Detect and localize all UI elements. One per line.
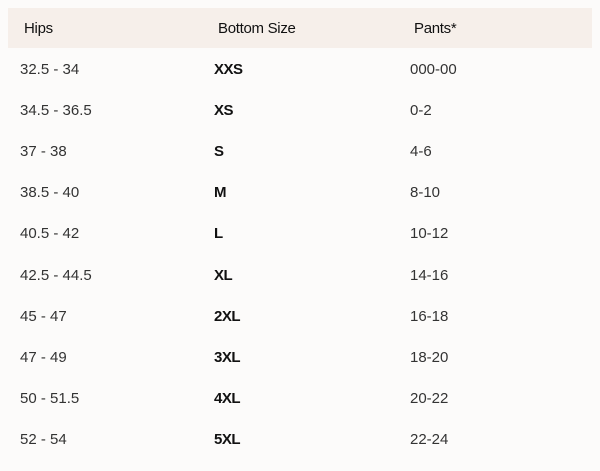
pants-cell: 4-6: [410, 143, 432, 161]
table-row: 50 - 51.5 4XL 20-22: [0, 389, 600, 430]
table-row: 45 - 47 2XL 16-18: [0, 307, 600, 348]
table-row: 42.5 - 44.5 XL 14-16: [0, 266, 600, 307]
table-row: 32.5 - 34 XXS 000-00: [0, 60, 600, 101]
pants-cell: 8-10: [410, 184, 441, 202]
header-pants: Pants*: [414, 20, 457, 37]
hips-cell: 40.5 - 42: [20, 225, 80, 243]
pants-cell: 0-2: [410, 102, 432, 120]
hips-cell: 32.5 - 34: [20, 61, 80, 78]
pants-cell: 10-12: [410, 225, 449, 243]
hips-cell: 34.5 - 36.5: [20, 102, 92, 120]
header-hips: Hips: [24, 20, 53, 37]
table-row: 34.5 - 36.5 XS 0-2: [0, 101, 600, 142]
table-row: 37 - 38 S 4-6: [0, 142, 600, 183]
table-row: 38.5 - 40 M 8-10: [0, 183, 600, 224]
table-row: 47 - 49 3XL 18-20: [0, 348, 600, 389]
pants-cell: 20-22: [410, 389, 449, 407]
bottom-size-cell: 2XL: [214, 307, 241, 325]
bottom-size-cell: 3XL: [214, 348, 241, 366]
pants-cell: 16-18: [410, 307, 449, 325]
bottom-size-cell: XL: [214, 266, 233, 284]
hips-cell: 42.5 - 44.5: [20, 266, 92, 284]
pants-cell: 000-00: [410, 61, 457, 78]
table-row: 52 - 54 5XL 22-24: [0, 430, 600, 471]
table-row: 40.5 - 42 L 10-12: [0, 224, 600, 265]
hips-cell: 38.5 - 40: [20, 184, 80, 202]
bottom-size-cell: XS: [214, 102, 234, 120]
pants-cell: 14-16: [410, 266, 449, 284]
hips-cell: 52 - 54: [20, 430, 67, 448]
bottom-size-cell: 5XL: [214, 430, 241, 448]
table-header: Hips Bottom Size Pants*: [8, 8, 592, 48]
pants-cell: 22-24: [410, 430, 449, 448]
hips-cell: 47 - 49: [20, 348, 67, 366]
hips-cell: 37 - 38: [20, 143, 67, 161]
bottom-size-cell: S: [214, 143, 224, 161]
bottom-size-cell: M: [214, 184, 227, 202]
header-bottom-size: Bottom Size: [218, 20, 296, 37]
hips-cell: 45 - 47: [20, 307, 67, 325]
bottom-size-cell: XXS: [214, 61, 243, 78]
bottom-size-cell: L: [214, 225, 223, 243]
pants-cell: 18-20: [410, 348, 449, 366]
hips-cell: 50 - 51.5: [20, 389, 80, 407]
bottom-size-cell: 4XL: [214, 389, 241, 407]
